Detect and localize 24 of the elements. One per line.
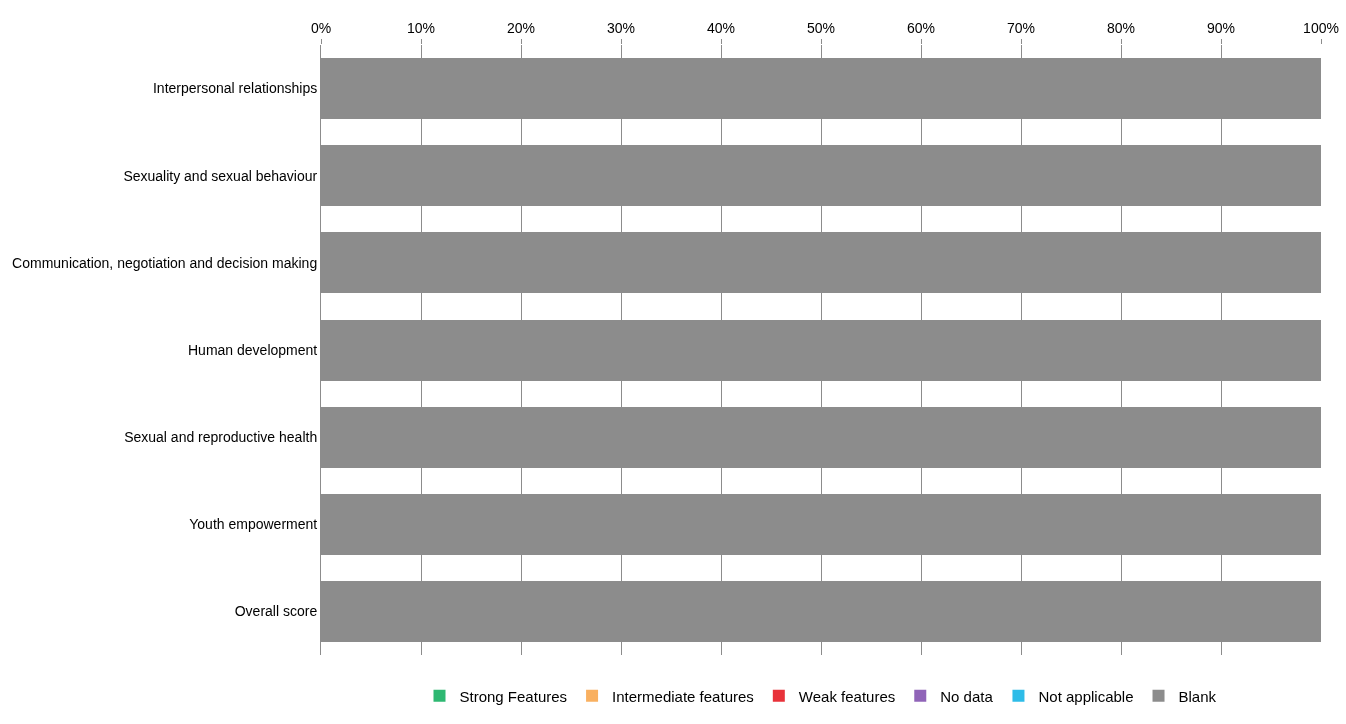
x-tick-label: 90% [1206,20,1236,37]
legend-label: Weak features [798,687,896,705]
y-tick-label: Interpersonal relationships [152,80,318,97]
legend-label: Not applicable [1038,687,1134,705]
x-tick-label: 0% [310,20,332,37]
y-tick-label: Overall score [234,603,318,620]
y-tick-label: Sexual and reproductive health [124,429,318,446]
legend-label: Blank [1178,687,1217,705]
x-tick-label: 40% [706,20,736,37]
y-tick-label: Youth empowerment [189,516,318,533]
x-tick-label: 70% [1006,20,1036,37]
x-tick-label: 50% [806,20,836,37]
x-tick-label: 60% [906,20,936,37]
y-tick-label: Human development [188,341,318,358]
y-tick-label: Communication, negotiation and decision making [12,254,318,271]
x-tick-label: 100% [1303,20,1339,37]
y-tick-label: Sexuality and sexual behaviour [123,167,318,184]
x-tick-label: 30% [606,20,636,37]
legend-label: Strong Features [459,687,568,705]
legend-label: No data [940,687,994,705]
x-tick-label: 80% [1106,20,1136,37]
x-tick-label: 10% [406,20,436,37]
legend-label: Intermediate features [612,687,754,705]
x-tick-label: 20% [506,20,536,37]
